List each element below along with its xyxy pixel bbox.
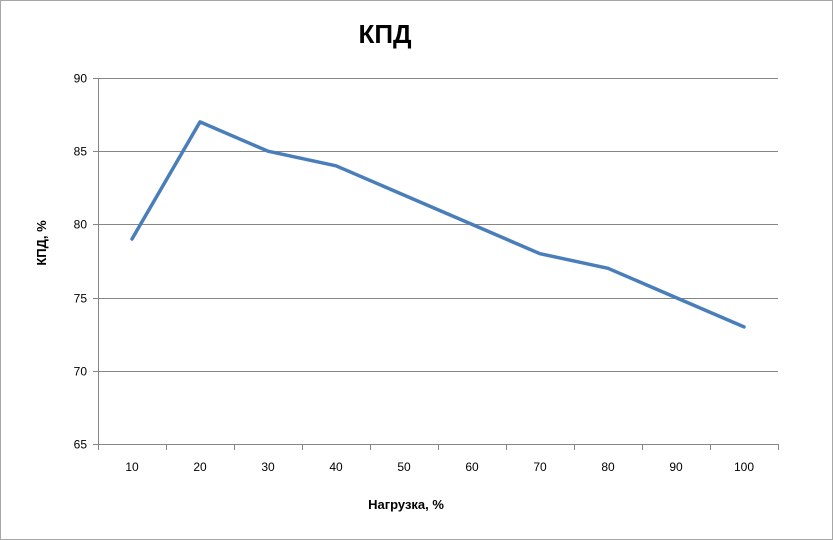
tick-labels: 65 70 75 80 85 90 10 20 30 40 50 60 70 80 90 100	[74, 72, 755, 475]
x-axis-title: Нагрузка, %	[368, 497, 444, 512]
series	[130, 120, 746, 329]
y-tick-label: 65	[74, 438, 88, 452]
x-tick-label: 30	[261, 460, 275, 474]
y-tick-label: 70	[74, 365, 88, 379]
x-tick-label: 60	[465, 460, 479, 474]
x-tick-label: 10	[125, 460, 139, 474]
x-tick-label: 100	[734, 460, 754, 474]
x-tick-label: 70	[533, 460, 547, 474]
x-tick-label: 90	[669, 460, 683, 474]
y-tick-label: 90	[74, 72, 88, 86]
axes	[93, 78, 779, 450]
x-tick-label: 50	[397, 460, 411, 474]
x-tick-label: 80	[601, 460, 615, 474]
y-tick-label: 85	[74, 145, 88, 159]
x-tick-label: 20	[193, 460, 207, 474]
chart-title: КПД	[358, 19, 412, 49]
series-line	[130, 120, 746, 329]
gridlines	[98, 78, 778, 372]
y-tick-label: 75	[74, 292, 88, 306]
x-tick-label: 40	[329, 460, 343, 474]
y-axis-title: КПД, %	[34, 220, 49, 266]
y-tick-label: 80	[74, 218, 88, 232]
